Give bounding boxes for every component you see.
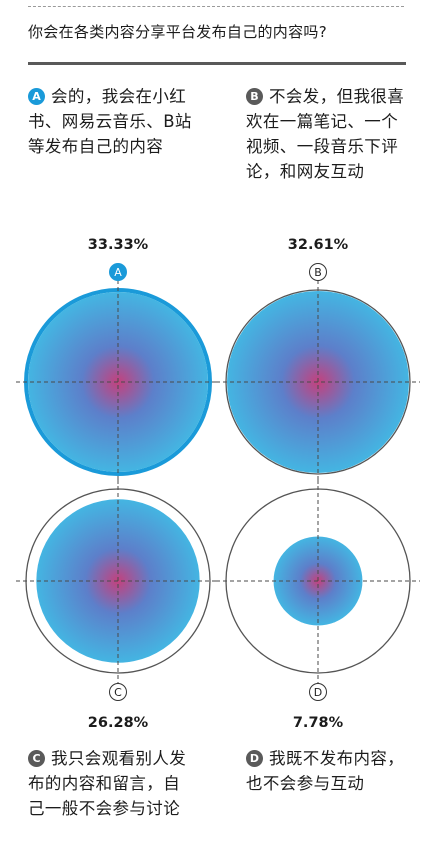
survey-question: 你会在各类内容分享平台发布自己的内容吗? (28, 23, 327, 41)
top-dashed-rule (28, 6, 404, 7)
option-b-text: 不会发，但我很喜欢在一篇笔记、一个视频、一段音乐下评论，和网友互动 (246, 87, 405, 181)
option-d-badge: D (246, 750, 263, 767)
letter-marker-a (109, 263, 127, 281)
option-c-text: 我只会观看别人发布的内容和留言，自己一般不会参与讨论 (28, 749, 187, 818)
option-a-description: A 会的，我会在小红书、网易云音乐、B站等发布自己的内容 (28, 84, 196, 159)
option-d-description: D 我既不发布内容，也不会参与互动 (246, 746, 414, 796)
option-a-text: 会的，我会在小红书、网易云音乐、B站等发布自己的内容 (28, 87, 192, 156)
value-label-b: 32.61% (288, 237, 349, 253)
header-rule (28, 62, 406, 65)
value-label-a: 33.33% (88, 237, 149, 253)
option-b-description: B 不会发，但我很喜欢在一篇笔记、一个视频、一段音乐下评论，和网友互动 (246, 84, 414, 184)
option-c-badge: C (28, 750, 45, 767)
letter-label-a: A (114, 266, 122, 279)
letter-label-c: C (114, 686, 122, 699)
letter-marker-b (309, 263, 327, 281)
option-d-text: 我既不发布内容，也不会参与互动 (246, 749, 405, 793)
letter-marker-d (309, 683, 327, 701)
option-a-badge: A (28, 88, 45, 105)
option-c-description: C 我只会观看别人发布的内容和留言，自己一般不会参与讨论 (28, 746, 196, 821)
value-label-c: 26.28% (88, 715, 149, 731)
option-b-badge: B (246, 88, 263, 105)
value-label-d: 7.78% (293, 715, 344, 731)
letter-marker-c (109, 683, 127, 701)
letter-label-d: D (314, 686, 322, 699)
letter-label-b: B (314, 266, 322, 279)
